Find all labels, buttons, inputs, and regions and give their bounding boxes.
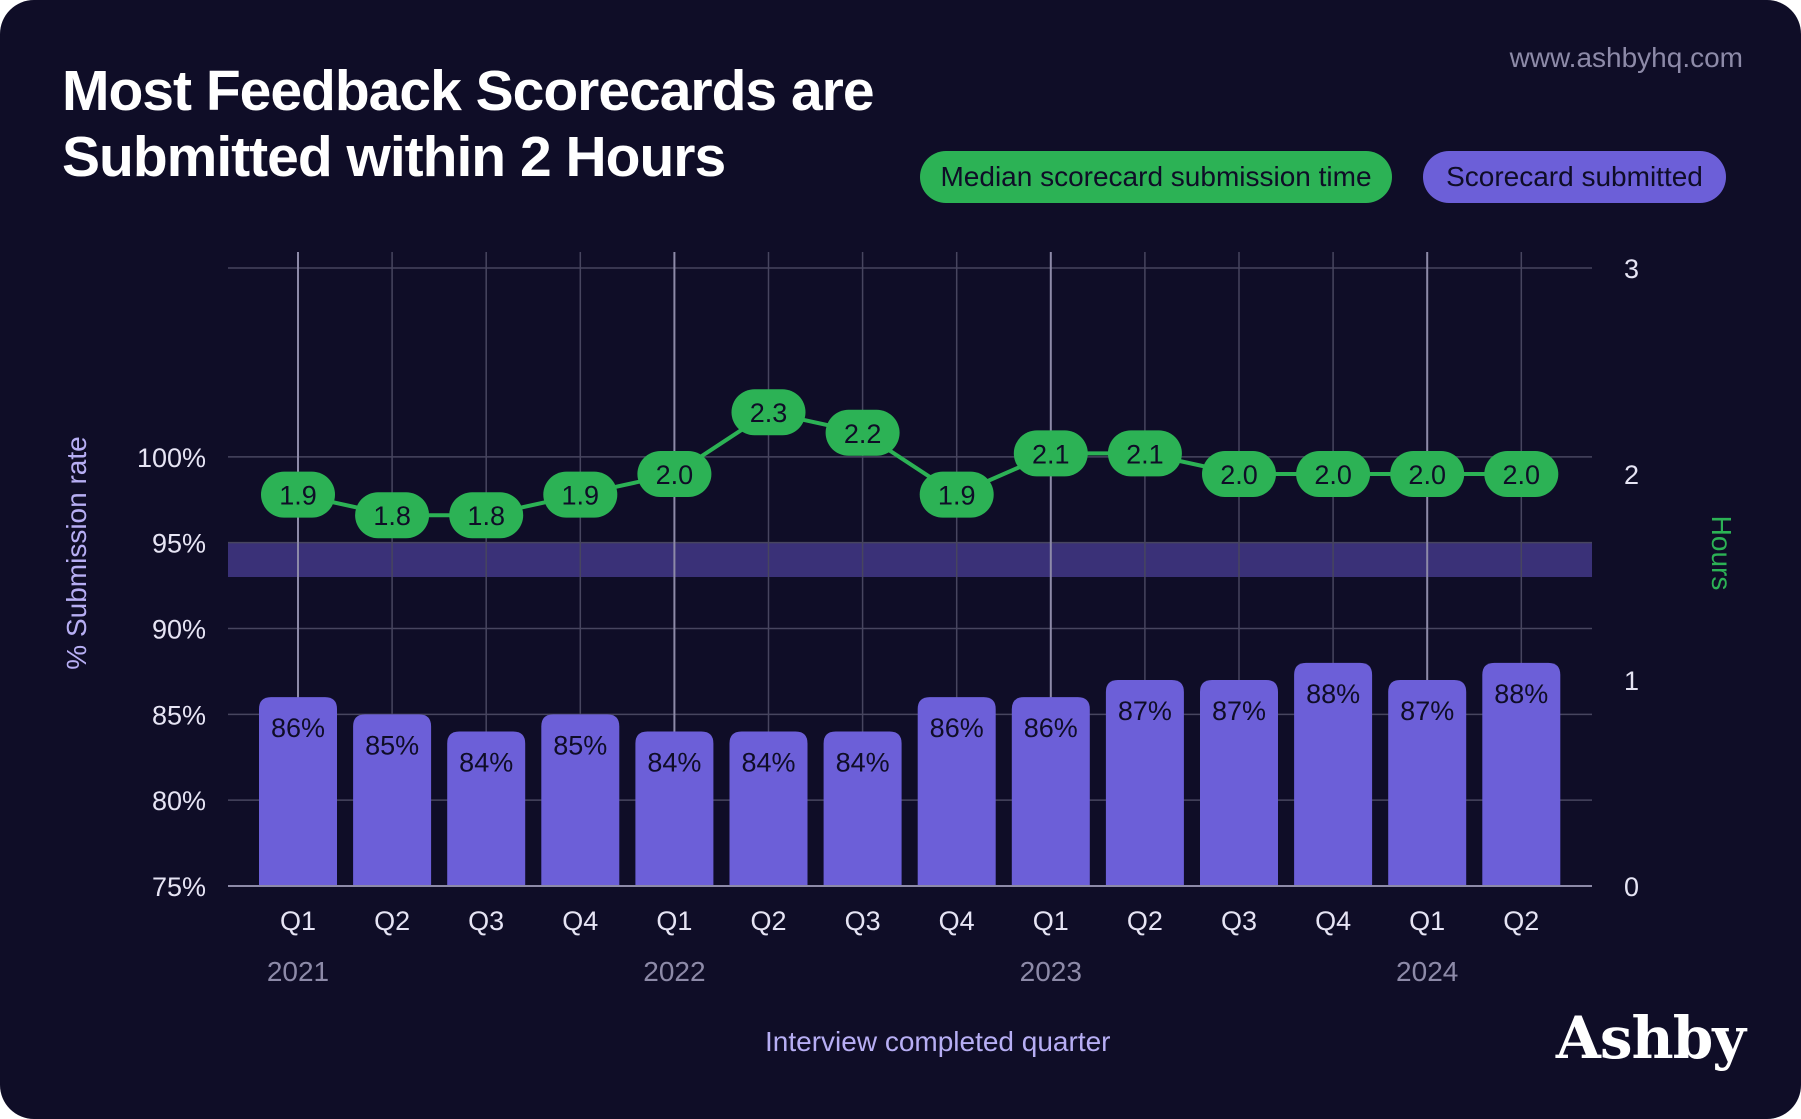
bar (823, 731, 902, 886)
line-point-label: 1.9 (938, 481, 976, 511)
line-point-label: 1.9 (279, 481, 317, 511)
bar (729, 731, 808, 886)
y-tick-label: 85% (152, 700, 206, 730)
bar-label: 87% (1212, 696, 1266, 726)
x-tick-label: Q2 (374, 906, 410, 936)
y2-tick-label: 3 (1624, 254, 1639, 284)
year-label: 2024 (1396, 956, 1458, 987)
bar (447, 731, 526, 886)
bar-label: 87% (1400, 696, 1454, 726)
x-axis-title: Interview completed quarter (765, 1026, 1111, 1057)
line-point (825, 409, 900, 456)
line-point-label: 2.0 (656, 460, 694, 490)
y2-tick-label: 2 (1624, 460, 1639, 490)
x-tick-label: Q1 (1409, 906, 1445, 936)
bar-label: 86% (271, 713, 325, 743)
bar (635, 731, 714, 886)
legend-bar-series: Scorecard submitted (1423, 151, 1726, 203)
line-point (1013, 430, 1088, 477)
legend-line-series: Median scorecard submission time (920, 151, 1392, 203)
line-point (1296, 451, 1371, 497)
y-tick-label: 80% (152, 786, 206, 816)
x-tick-label: Q3 (468, 906, 504, 936)
line-point-label: 1.8 (467, 501, 505, 531)
line-point (355, 492, 430, 539)
x-tick-label: Q4 (1315, 906, 1351, 936)
line-point (1390, 451, 1465, 497)
bar (1105, 680, 1184, 886)
bar-label: 85% (365, 730, 419, 760)
bar-label: 84% (836, 748, 890, 778)
bar (353, 714, 432, 886)
x-tick-label: Q2 (1503, 906, 1539, 936)
x-tick-label: Q2 (1127, 906, 1163, 936)
x-tick-label: Q4 (562, 906, 598, 936)
line-point (731, 389, 806, 436)
line-point-label: 2.3 (750, 398, 788, 428)
chart-title: Most Feedback Scorecards are Submitted w… (62, 58, 962, 190)
bar-label: 88% (1306, 679, 1360, 709)
y-axis-title: % Submission rate (61, 436, 92, 669)
x-tick-label: Q2 (750, 906, 786, 936)
x-tick-label: Q1 (656, 906, 692, 936)
ashby-logo: Ashby (1555, 1004, 1746, 1072)
line-point-label: 1.9 (562, 481, 600, 511)
line-point (449, 492, 524, 539)
site-url[interactable]: www.ashbyhq.com (1509, 42, 1743, 73)
year-label: 2022 (643, 956, 705, 987)
line-point (543, 471, 618, 518)
year-label: 2021 (267, 956, 329, 987)
bar (1294, 662, 1373, 886)
bar-label: 88% (1494, 679, 1548, 709)
line-point (1202, 451, 1276, 497)
x-tick-label: Q4 (939, 906, 975, 936)
y-tick-label: 75% (152, 872, 206, 902)
target-band (228, 542, 1592, 577)
bar (917, 697, 996, 886)
line-point-label: 2.2 (844, 419, 882, 449)
line-point-label: 2.0 (1503, 460, 1541, 490)
bar (1388, 680, 1467, 886)
bar-label: 86% (1024, 713, 1078, 743)
bar (541, 714, 620, 886)
year-label: 2023 (1020, 956, 1082, 987)
bar-label: 86% (930, 713, 984, 743)
y-tick-label: 90% (152, 615, 206, 645)
line-point (637, 451, 712, 497)
y2-tick-label: 1 (1624, 666, 1639, 696)
bar-label: 84% (647, 748, 701, 778)
bar (1011, 697, 1090, 886)
title-line-2: Submitted within 2 Hours (62, 125, 726, 189)
title-line-1: Most Feedback Scorecards are (62, 59, 875, 123)
line-point-label: 2.0 (1314, 460, 1352, 490)
bar-label: 84% (459, 748, 513, 778)
bar (1482, 662, 1561, 886)
x-tick-label: Q3 (1221, 906, 1257, 936)
y2-axis-title: Hours (1706, 516, 1737, 591)
bar (1200, 680, 1278, 886)
y-tick-label: 95% (152, 529, 206, 559)
line-point-label: 2.0 (1220, 460, 1258, 490)
line-point (1484, 451, 1559, 497)
line-point-label: 2.1 (1126, 439, 1164, 469)
x-tick-label: Q1 (1033, 906, 1069, 936)
y-tick-label: 100% (137, 443, 206, 473)
line-point-label: 1.8 (373, 501, 411, 531)
x-tick-label: Q3 (845, 906, 881, 936)
bar (259, 697, 337, 886)
line-point-label: 2.1 (1032, 439, 1070, 469)
bar-label: 87% (1118, 696, 1172, 726)
line-point (1107, 430, 1182, 477)
x-tick-label: Q1 (280, 906, 316, 936)
line-point (919, 471, 994, 518)
line-point-label: 2.0 (1408, 460, 1446, 490)
y2-tick-label: 0 (1624, 872, 1639, 902)
bar-label: 85% (553, 730, 607, 760)
bar-label: 84% (741, 748, 795, 778)
line-point (261, 471, 335, 518)
